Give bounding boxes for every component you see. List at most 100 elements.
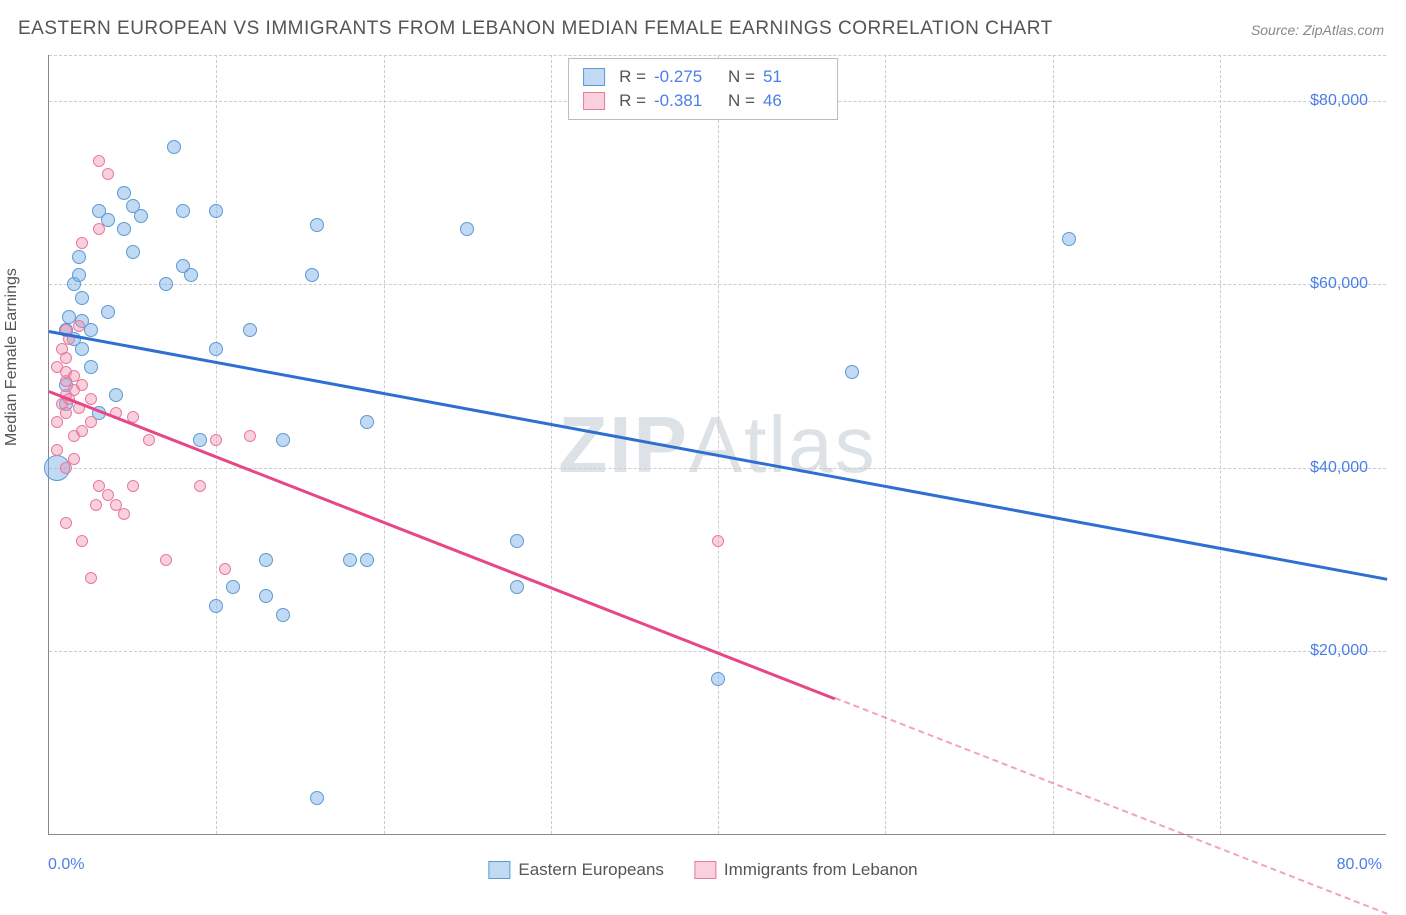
correlation-legend: R = -0.275 N = 51 R = -0.381 N = 46: [568, 58, 838, 120]
data-point: [160, 554, 172, 566]
data-point: [134, 209, 148, 223]
data-point: [510, 534, 524, 548]
y-axis-label: Median Female Earnings: [3, 268, 21, 446]
data-point: [85, 416, 97, 428]
legend-r-value: -0.381: [654, 91, 714, 111]
gridline-vertical: [384, 55, 385, 834]
legend-n-label: N =: [728, 67, 755, 87]
legend-swatch: [583, 68, 605, 86]
data-point: [226, 580, 240, 594]
legend-swatch: [694, 861, 716, 879]
trend-line-extrapolated: [835, 697, 1388, 915]
gridline-vertical: [1053, 55, 1054, 834]
legend-n-value: 51: [763, 67, 823, 87]
data-point: [85, 393, 97, 405]
data-point: [259, 589, 273, 603]
data-point: [109, 388, 123, 402]
legend-n-label: N =: [728, 91, 755, 111]
legend-series-item: Eastern Europeans: [488, 860, 664, 880]
data-point: [276, 608, 290, 622]
data-point: [93, 223, 105, 235]
data-point: [343, 553, 357, 567]
data-point: [209, 204, 223, 218]
data-point: [117, 186, 131, 200]
legend-correlation-row: R = -0.381 N = 46: [583, 89, 823, 113]
legend-n-value: 46: [763, 91, 823, 111]
data-point: [60, 517, 72, 529]
data-point: [243, 323, 257, 337]
data-point: [75, 291, 89, 305]
data-point: [118, 508, 130, 520]
legend-swatch: [583, 92, 605, 110]
legend-series-label: Immigrants from Lebanon: [724, 860, 918, 880]
data-point: [84, 360, 98, 374]
data-point: [1062, 232, 1076, 246]
data-point: [143, 434, 155, 446]
data-point: [93, 155, 105, 167]
legend-r-label: R =: [619, 67, 646, 87]
legend-r-label: R =: [619, 91, 646, 111]
data-point: [712, 535, 724, 547]
data-point: [72, 250, 86, 264]
legend-series-label: Eastern Europeans: [518, 860, 664, 880]
legend-swatch: [488, 861, 510, 879]
data-point: [244, 430, 256, 442]
data-point: [51, 444, 63, 456]
data-point: [210, 434, 222, 446]
data-point: [460, 222, 474, 236]
data-point: [117, 222, 131, 236]
data-point: [510, 580, 524, 594]
data-point: [127, 480, 139, 492]
data-point: [360, 553, 374, 567]
data-point: [60, 407, 72, 419]
data-point: [75, 342, 89, 356]
data-point: [159, 277, 173, 291]
legend-r-value: -0.275: [654, 67, 714, 87]
data-point: [102, 168, 114, 180]
data-point: [60, 352, 72, 364]
data-point: [68, 453, 80, 465]
data-point: [209, 342, 223, 356]
legend-correlation-row: R = -0.275 N = 51: [583, 65, 823, 89]
data-point: [209, 599, 223, 613]
data-point: [276, 433, 290, 447]
y-tick-label: $60,000: [1310, 275, 1368, 293]
data-point: [176, 204, 190, 218]
data-point: [310, 218, 324, 232]
data-point: [85, 572, 97, 584]
source-prefix: Source:: [1251, 22, 1303, 38]
data-point: [305, 268, 319, 282]
data-point: [167, 140, 181, 154]
gridline-vertical: [1220, 55, 1221, 834]
data-point: [76, 535, 88, 547]
data-point: [711, 672, 725, 686]
data-point: [73, 320, 85, 332]
data-point: [126, 245, 140, 259]
gridline-vertical: [551, 55, 552, 834]
data-point: [310, 791, 324, 805]
data-point: [259, 553, 273, 567]
data-point: [90, 499, 102, 511]
gridline-vertical: [718, 55, 719, 834]
y-tick-label: $20,000: [1310, 642, 1368, 660]
data-point: [72, 268, 86, 282]
series-legend: Eastern Europeans Immigrants from Lebanon: [488, 860, 917, 880]
scatter-plot-area: ZIPAtlas $20,000$40,000$60,000$80,000: [48, 55, 1386, 835]
source-name: ZipAtlas.com: [1303, 22, 1384, 38]
data-point: [101, 305, 115, 319]
chart-title: EASTERN EUROPEAN VS IMMIGRANTS FROM LEBA…: [18, 18, 1053, 40]
x-axis-max-label: 80.0%: [1337, 856, 1382, 874]
data-point: [219, 563, 231, 575]
watermark-rest: Atlas: [689, 400, 877, 489]
data-point: [193, 433, 207, 447]
y-tick-label: $80,000: [1310, 92, 1368, 110]
source-attribution: Source: ZipAtlas.com: [1251, 22, 1384, 38]
data-point: [194, 480, 206, 492]
data-point: [184, 268, 198, 282]
data-point: [360, 415, 374, 429]
data-point: [76, 379, 88, 391]
data-point: [84, 323, 98, 337]
x-axis-min-label: 0.0%: [48, 856, 84, 874]
y-tick-label: $40,000: [1310, 459, 1368, 477]
data-point: [845, 365, 859, 379]
